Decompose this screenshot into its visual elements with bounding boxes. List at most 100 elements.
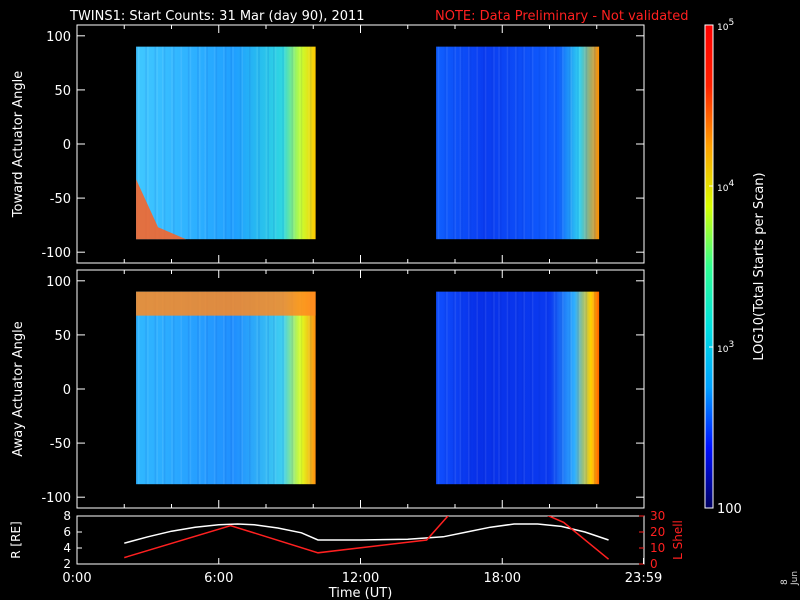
x-axis-label: Time (UT)	[328, 586, 393, 600]
heatmap-stripe	[538, 291, 541, 485]
y-tick-label: -100	[41, 491, 71, 506]
l-shell-line	[124, 516, 610, 560]
heatmap-stripe	[223, 291, 225, 485]
heatmap-stripe	[213, 291, 216, 485]
heatmap-stripe	[298, 291, 301, 485]
heatmap-stripe	[484, 46, 487, 240]
heatmap-stripe	[293, 46, 295, 240]
heatmap-stripe	[521, 291, 524, 485]
heatmap-stripe	[530, 46, 532, 240]
heatmap-stripe	[461, 46, 463, 240]
heatmap-stripe	[137, 46, 140, 240]
heatmap-stripe	[267, 291, 269, 485]
colorbar	[704, 24, 714, 509]
y-tick-label: 100	[46, 30, 71, 45]
heatmap-stripe	[241, 46, 244, 240]
heatmap-stripe	[136, 46, 138, 240]
heatmap-stripe	[568, 46, 571, 240]
heatmap-stripe	[239, 46, 242, 240]
heatmap-stripe	[248, 291, 251, 485]
heatmap-stripe	[256, 291, 258, 485]
heatmap-stripe	[508, 46, 510, 240]
y2-tick-label: 0	[650, 557, 658, 571]
heatmap-stripe	[483, 291, 485, 485]
heatmap-stripe	[213, 46, 216, 240]
heatmap-stripe	[239, 291, 242, 485]
heatmap-stripe	[293, 291, 295, 485]
heatmap-stripe	[469, 46, 472, 240]
heatmap-stripe	[508, 291, 510, 485]
x-tick-label: 23:59	[625, 571, 662, 586]
heatmap-block	[436, 291, 600, 485]
heatmap-stripe	[436, 291, 438, 485]
heatmap-stripe	[499, 291, 502, 485]
heatmap-stripe	[284, 46, 286, 240]
heatmap-stripe	[189, 46, 192, 240]
heatmap-stripe	[476, 291, 478, 485]
heatmap-stripe	[444, 46, 447, 240]
heatmap-stripe	[284, 291, 286, 485]
heatmap-stripe	[499, 46, 502, 240]
heatmap-stripe	[491, 46, 494, 240]
heatmap-stripe	[547, 46, 549, 240]
heatmap-stripe	[137, 291, 140, 485]
x-tick-label: 0:00	[62, 571, 91, 586]
x-tick-label: 18:00	[484, 571, 521, 586]
heatmap-stripe	[469, 291, 472, 485]
heatmap-stripe	[180, 46, 182, 240]
heatmap-stripe	[452, 291, 455, 485]
heatmap-stripe	[538, 46, 541, 240]
heatmap-stripe	[585, 291, 588, 485]
heatmap-stripe	[161, 291, 164, 485]
heatmap-block	[136, 46, 316, 240]
y-tick-label: 8	[63, 509, 71, 523]
heatmap-stripe	[560, 291, 562, 485]
heatmap-stripe	[197, 46, 199, 240]
preliminary-note: NOTE: Data Preliminary - Not validated	[435, 9, 689, 24]
heatmap-stripe	[204, 291, 207, 485]
heatmap-stripe	[446, 46, 448, 240]
heatmap-stripe	[145, 46, 147, 240]
heatmap-stripe	[258, 46, 260, 240]
heatmap-stripe	[498, 291, 500, 485]
heatmap-stripe	[483, 46, 485, 240]
heatmap-stripe	[562, 291, 564, 485]
heatmap-stripe	[444, 291, 447, 485]
heatmap-stripe	[594, 46, 596, 240]
heatmap-stripe	[265, 291, 268, 485]
heatmap-stripe	[187, 46, 190, 240]
heatmap-stripe	[553, 291, 556, 485]
heatmap-hot-corner	[136, 179, 187, 240]
heatmap-stripe	[476, 46, 478, 240]
y-tick-label: 6	[63, 525, 71, 539]
heatmap-stripe	[232, 46, 234, 240]
colorbar-tick-label: 103	[717, 340, 734, 355]
heatmap-stripe	[594, 291, 596, 485]
heatmap-stripe	[446, 291, 448, 485]
heatmap-stripe	[308, 291, 310, 485]
heatmap-stripe	[437, 46, 440, 240]
x-tick-label: 6:00	[204, 571, 233, 586]
heatmap-stripe	[515, 46, 517, 240]
heatmap-block	[436, 46, 600, 240]
heatmap-stripe	[136, 291, 138, 485]
heatmap-stripe	[180, 291, 182, 485]
heatmap-stripe	[198, 46, 201, 240]
x-tick-label: 12:00	[342, 571, 379, 586]
heatmap-stripe	[560, 46, 562, 240]
heatmap-stripe	[583, 291, 586, 485]
y-axis-label-left: R [RE]	[9, 521, 23, 558]
heatmap-stripe	[493, 46, 495, 240]
heatmap-stripe	[187, 291, 190, 485]
heatmap-stripe	[206, 291, 208, 485]
y2-tick-label: 30	[650, 509, 665, 523]
heatmap-stripe	[491, 291, 494, 485]
heatmap-stripe	[545, 291, 547, 485]
heatmap-hot-band	[136, 291, 316, 316]
heatmap-stripe	[592, 291, 594, 485]
colorbar-tick-label: 104	[717, 179, 734, 194]
y2-tick-label: 10	[650, 541, 665, 555]
heatmap-stripe	[273, 46, 275, 240]
heatmap-stripe	[452, 46, 455, 240]
